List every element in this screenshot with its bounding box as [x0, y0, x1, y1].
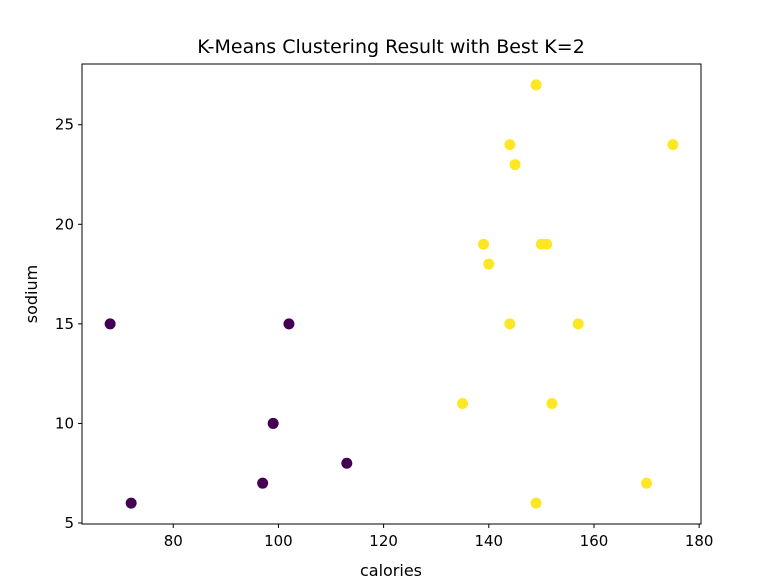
- scatter-point-cluster-0: [267, 417, 279, 429]
- scatter-point-cluster-1: [483, 258, 495, 270]
- scatter-point-cluster-1: [530, 497, 542, 509]
- y-tick-label: 15: [55, 315, 74, 333]
- x-axis-label: calories: [360, 561, 422, 580]
- scatter-point-cluster-1: [530, 79, 542, 91]
- scatter-point-cluster-0: [125, 497, 137, 509]
- scatter-point-cluster-1: [546, 398, 558, 410]
- scatter-point-cluster-0: [257, 477, 269, 489]
- y-tick-label: 25: [55, 116, 74, 134]
- y-tick-label: 5: [64, 514, 74, 532]
- x-tick-label: 160: [580, 532, 609, 550]
- data-points: [104, 79, 679, 509]
- scatter-point-cluster-1: [478, 238, 490, 250]
- chart-title: K-Means Clustering Result with Best K=2: [197, 36, 585, 58]
- scatter-point-cluster-1: [456, 398, 468, 410]
- y-tick-label: 20: [55, 215, 74, 233]
- scatter-point-cluster-1: [504, 318, 516, 330]
- scatter-point-cluster-1: [667, 139, 679, 151]
- scatter-point-cluster-1: [504, 139, 516, 151]
- y-axis-label: sodium: [22, 265, 41, 323]
- x-tick-label: 180: [685, 532, 714, 550]
- axis-ticks: 80 100 120 140 160 180 5 10 15 20 25: [55, 116, 714, 550]
- scatter-point-cluster-1: [572, 318, 584, 330]
- scatter-point-cluster-1: [509, 159, 521, 171]
- scatter-point-cluster-0: [283, 318, 295, 330]
- scatter-point-cluster-1: [541, 238, 553, 250]
- scatter-point-cluster-0: [104, 318, 116, 330]
- x-tick-label: 80: [164, 532, 183, 550]
- scatter-point-cluster-0: [341, 457, 353, 469]
- y-tick-label: 10: [55, 414, 74, 432]
- x-tick-label: 120: [369, 532, 398, 550]
- scatter-point-cluster-1: [641, 477, 653, 489]
- x-tick-label: 140: [474, 532, 503, 550]
- plot-area-frame: [81, 63, 702, 525]
- x-tick-label: 100: [264, 532, 293, 550]
